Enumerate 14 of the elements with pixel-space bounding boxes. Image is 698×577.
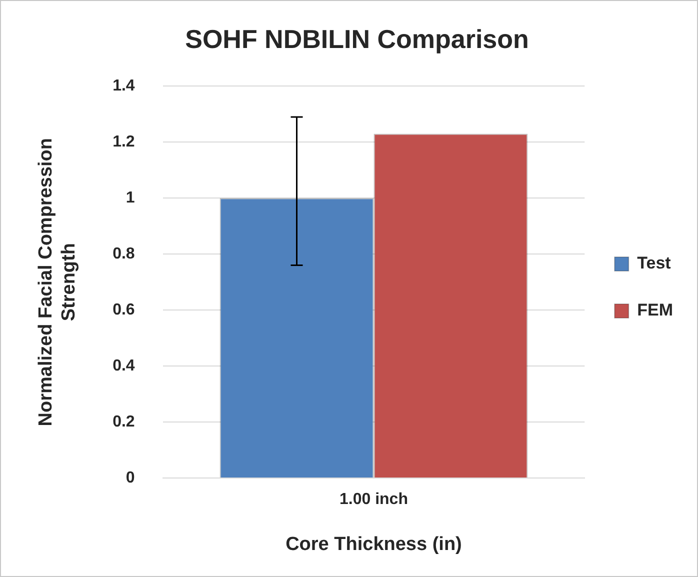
y-tick-label: 0.4 xyxy=(112,357,135,374)
legend-label: Test xyxy=(637,254,672,273)
legend-label: FEM xyxy=(637,300,674,320)
y-tick-label: 1.2 xyxy=(112,134,135,151)
x-axis-title: Core Thickness (in) xyxy=(286,534,462,555)
chart-title: SOHF NDBILIN Comparison xyxy=(185,24,529,54)
y-tick-label: 1 xyxy=(126,190,135,207)
y-axis-title: Normalized Facial Compression Strength xyxy=(36,138,80,426)
y-tick-label: 0.6 xyxy=(112,301,135,318)
y-tick-label: 0.8 xyxy=(112,246,135,263)
y-tick-label: 0 xyxy=(126,469,135,486)
x-tick-label: 1.00 inch xyxy=(339,491,408,508)
y-tick-label: 0.2 xyxy=(112,413,135,430)
y-tick-label: 1.4 xyxy=(112,78,135,95)
